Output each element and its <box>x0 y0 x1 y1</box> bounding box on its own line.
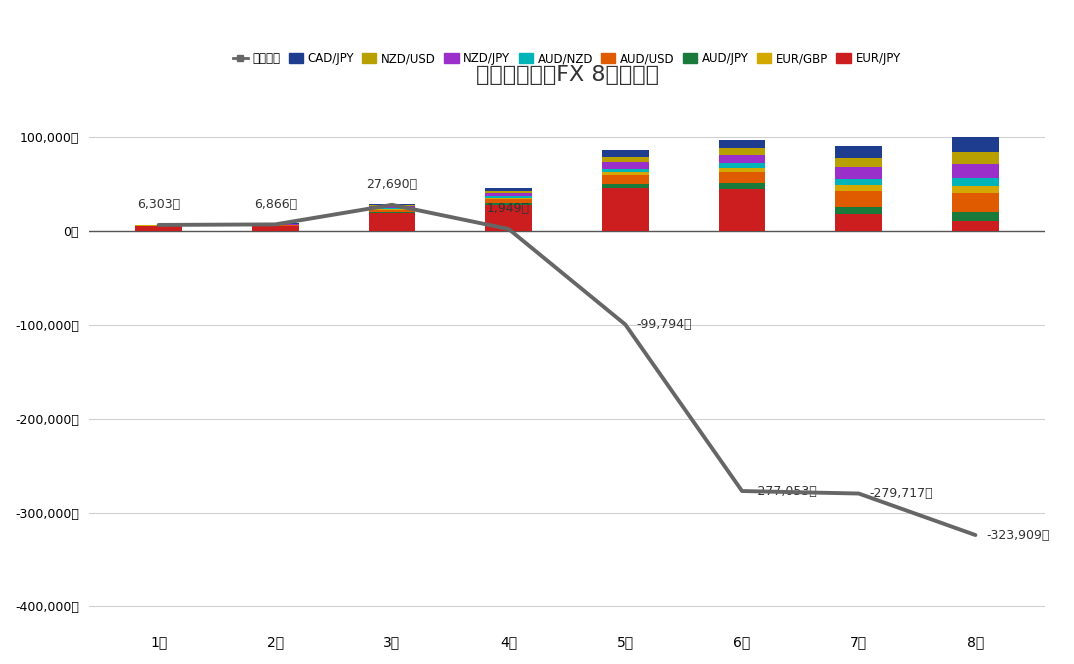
Bar <box>836 158 882 167</box>
Bar <box>719 189 766 231</box>
Bar <box>485 193 532 196</box>
Bar <box>485 205 532 231</box>
Text: 6,303円: 6,303円 <box>137 198 180 211</box>
Bar <box>719 148 766 155</box>
Bar <box>485 188 532 191</box>
Bar <box>603 150 649 157</box>
Bar <box>368 205 416 207</box>
Bar <box>485 203 532 205</box>
Bar <box>836 179 882 185</box>
Bar <box>485 198 532 199</box>
Bar <box>719 163 766 168</box>
Bar <box>836 214 882 231</box>
Bar <box>719 155 766 163</box>
Bar <box>952 152 999 164</box>
Bar <box>952 187 999 193</box>
Bar <box>135 226 182 231</box>
Bar <box>836 167 882 179</box>
Bar <box>719 139 766 148</box>
Text: 6,866円: 6,866円 <box>253 197 296 210</box>
Bar <box>952 137 999 152</box>
Bar <box>368 207 416 208</box>
Title: トライオートFX 8通貨投賄: トライオートFX 8通貨投賄 <box>476 65 658 85</box>
Bar <box>368 204 416 205</box>
Bar <box>485 199 532 203</box>
Text: -323,909円: -323,909円 <box>987 529 1050 542</box>
Bar <box>603 188 649 231</box>
Bar <box>603 173 649 175</box>
Legend: 現実利益, CAD/JPY, NZD/USD, NZD/JPY, AUD/NZD, AUD/USD, AUD/JPY, EUR/GBP, EUR/JPY: 現実利益, CAD/JPY, NZD/USD, NZD/JPY, AUD/NZD… <box>229 48 905 70</box>
Bar <box>485 191 532 193</box>
Bar <box>719 183 766 189</box>
Bar <box>252 226 299 231</box>
Bar <box>836 145 882 158</box>
Bar <box>603 169 649 173</box>
Bar <box>603 162 649 169</box>
Bar <box>603 184 649 188</box>
Text: -277,053円: -277,053円 <box>753 485 817 497</box>
Bar <box>952 220 999 231</box>
Bar <box>603 175 649 184</box>
Bar <box>368 210 416 212</box>
Text: 27,690円: 27,690円 <box>366 178 418 191</box>
Bar <box>952 164 999 178</box>
Text: 1,949円: 1,949円 <box>488 202 531 215</box>
Bar <box>368 208 416 209</box>
Bar <box>952 212 999 220</box>
Bar <box>836 191 882 207</box>
Text: -99,794円: -99,794円 <box>637 318 692 331</box>
Bar <box>719 168 766 171</box>
Bar <box>952 193 999 212</box>
Bar <box>719 171 766 183</box>
Text: -279,717円: -279,717円 <box>870 487 933 500</box>
Bar <box>952 178 999 187</box>
Bar <box>836 207 882 214</box>
Bar <box>485 196 532 198</box>
Bar <box>368 212 416 231</box>
Bar <box>836 185 882 191</box>
Bar <box>603 157 649 162</box>
